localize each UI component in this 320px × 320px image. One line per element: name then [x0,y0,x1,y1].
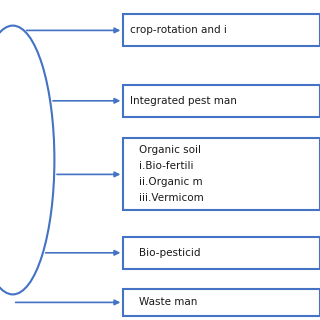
Bar [123,237,320,269]
Text: iii.Vermicom: iii.Vermicom [139,193,204,204]
Bar [123,85,320,117]
Text: i.Bio-fertili: i.Bio-fertili [139,161,194,172]
Text: Bio-pesticid: Bio-pesticid [139,248,201,258]
Text: crop-rotation and i: crop-rotation and i [130,25,227,36]
Bar [123,289,320,316]
Text: Waste man: Waste man [139,297,197,308]
Text: Integrated pest man: Integrated pest man [130,96,236,106]
Bar [123,14,320,46]
Text: ii.Organic m: ii.Organic m [139,177,203,188]
Bar [123,138,320,211]
Text: Organic soil: Organic soil [139,145,201,156]
